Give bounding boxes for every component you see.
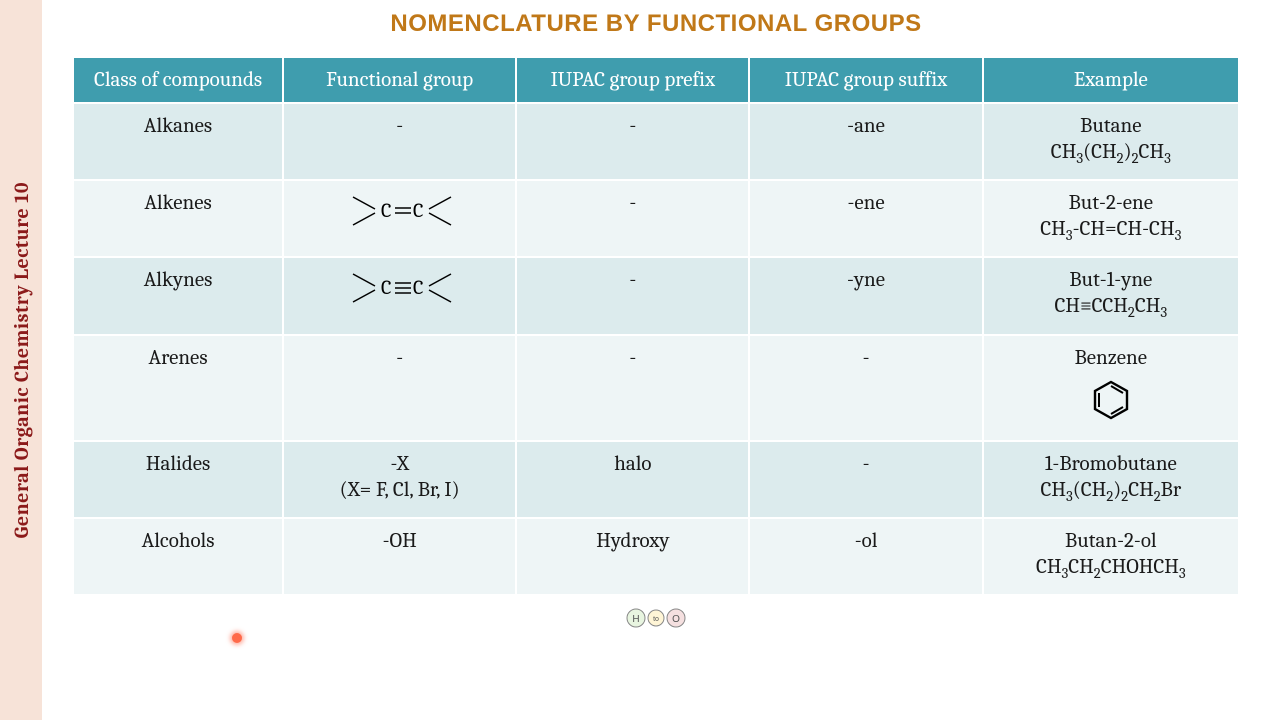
cell-example: Butan-2-olCH3CH2CHOHCH3 bbox=[984, 519, 1238, 594]
svg-text:C: C bbox=[413, 276, 423, 299]
cell-class: Alkenes bbox=[74, 181, 282, 256]
cell-prefix: - bbox=[517, 258, 748, 333]
svg-text:C: C bbox=[413, 199, 423, 222]
cell-functional-group: - bbox=[284, 336, 515, 440]
cell-class: Arenes bbox=[74, 336, 282, 440]
nomenclature-table: Class of compounds Functional group IUPA… bbox=[72, 56, 1240, 596]
svg-text:O: O bbox=[672, 614, 680, 625]
sidebar-label: General Organic Chemistry Lecture 10 bbox=[10, 182, 33, 538]
cell-suffix: -ol bbox=[750, 519, 981, 594]
cell-functional-group: - bbox=[284, 104, 515, 179]
cell-class: Halides bbox=[74, 442, 282, 517]
cell-class: Alkanes bbox=[74, 104, 282, 179]
cell-functional-group: -OH bbox=[284, 519, 515, 594]
svg-text:H: H bbox=[632, 614, 639, 625]
main-content: NOMENCLATURE BY FUNCTIONAL GROUPS Class … bbox=[42, 0, 1280, 720]
cell-prefix: - bbox=[517, 336, 748, 440]
page-title: NOMENCLATURE BY FUNCTIONAL GROUPS bbox=[72, 10, 1240, 38]
col-header-prefix: IUPAC group prefix bbox=[517, 58, 748, 102]
table-row: AlkenesCC--eneBut-2-eneCH3-CH=CH-CH3 bbox=[74, 181, 1238, 256]
cursor-pointer-icon bbox=[232, 633, 242, 643]
col-header-class: Class of compounds bbox=[74, 58, 282, 102]
cell-example: Benzene bbox=[984, 336, 1238, 440]
svg-text:C: C bbox=[381, 199, 391, 222]
footer-logo: H to O bbox=[72, 606, 1240, 634]
col-header-example: Example bbox=[984, 58, 1238, 102]
cell-example: But-1-yneCH≡CCH2CH3 bbox=[984, 258, 1238, 333]
cell-example: But-2-eneCH3-CH=CH-CH3 bbox=[984, 181, 1238, 256]
table-row: Alcohols-OHHydroxy-olButan-2-olCH3CH2CHO… bbox=[74, 519, 1238, 594]
col-header-functional-group: Functional group bbox=[284, 58, 515, 102]
svg-text:to: to bbox=[653, 616, 659, 623]
cell-suffix: -ene bbox=[750, 181, 981, 256]
cell-prefix: halo bbox=[517, 442, 748, 517]
table-row: Arenes---Benzene bbox=[74, 336, 1238, 440]
cell-example: 1-BromobutaneCH3(CH2)2CH2Br bbox=[984, 442, 1238, 517]
cell-prefix: Hydroxy bbox=[517, 519, 748, 594]
cell-prefix: - bbox=[517, 181, 748, 256]
col-header-suffix: IUPAC group suffix bbox=[750, 58, 981, 102]
cell-class: Alcohols bbox=[74, 519, 282, 594]
cell-suffix: -ane bbox=[750, 104, 981, 179]
cell-example: ButaneCH3(CH2)2CH3 bbox=[984, 104, 1238, 179]
cell-class: Alkynes bbox=[74, 258, 282, 333]
table-row: Alkanes---aneButaneCH3(CH2)2CH3 bbox=[74, 104, 1238, 179]
cell-suffix: - bbox=[750, 442, 981, 517]
cell-suffix: -yne bbox=[750, 258, 981, 333]
svg-text:C: C bbox=[381, 276, 391, 299]
table-header-row: Class of compounds Functional group IUPA… bbox=[74, 58, 1238, 102]
table-row: AlkynesCC--yneBut-1-yneCH≡CCH2CH3 bbox=[74, 258, 1238, 333]
cell-suffix: - bbox=[750, 336, 981, 440]
cell-prefix: - bbox=[517, 104, 748, 179]
cell-functional-group: CC bbox=[284, 181, 515, 256]
cell-functional-group: CC bbox=[284, 258, 515, 333]
cell-functional-group: -X(X= F, Cl, Br, I) bbox=[284, 442, 515, 517]
table-row: Halides-X(X= F, Cl, Br, I)halo-1-Bromobu… bbox=[74, 442, 1238, 517]
sidebar: General Organic Chemistry Lecture 10 bbox=[0, 0, 42, 720]
